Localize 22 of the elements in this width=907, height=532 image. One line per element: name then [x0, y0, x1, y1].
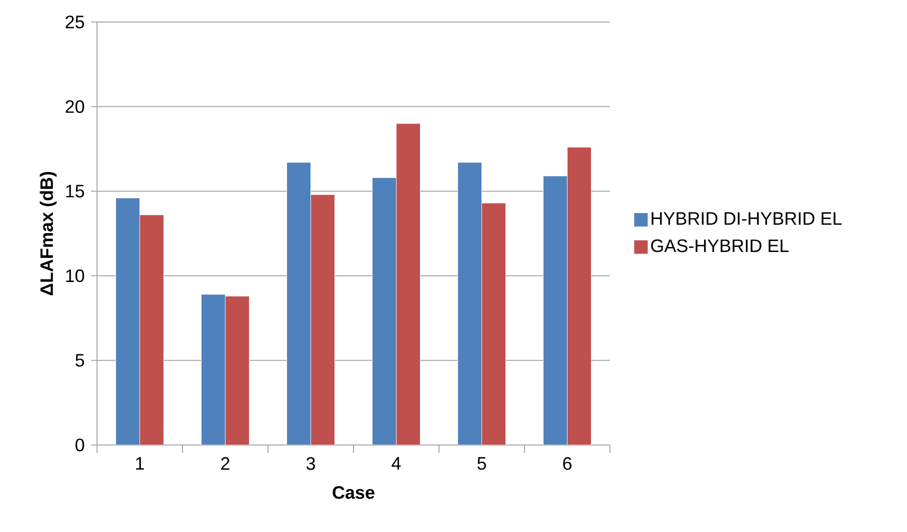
- bar: [225, 296, 250, 445]
- bar: [396, 123, 421, 445]
- bar: [140, 214, 164, 445]
- legend-label: GAS-HYBRID EL: [651, 239, 789, 252]
- x-tick-label: 3: [306, 457, 315, 470]
- y-axis-title: ΔLAFmax (dB): [40, 172, 57, 296]
- x-tick-label: 1: [136, 457, 144, 470]
- x-axis-title: Case: [332, 486, 374, 499]
- legend-label: HYBRID DI-HYBRID EL: [652, 212, 842, 225]
- bar: [482, 202, 506, 445]
- y-tick-label: 0: [76, 438, 84, 452]
- y-tick-label: 15: [66, 184, 84, 198]
- y-tick-label: 10: [66, 269, 84, 282]
- y-tick-label: 25: [66, 16, 84, 28]
- x-tick-label: 4: [392, 457, 401, 470]
- bar: [567, 146, 592, 445]
- x-tick-label: 5: [477, 457, 486, 470]
- x-tick-label: 2: [221, 457, 230, 470]
- x-tick-label: 6: [563, 457, 572, 470]
- bar: [310, 194, 336, 445]
- y-tick-label: 20: [66, 100, 84, 113]
- y-tick-label: 5: [76, 354, 84, 367]
